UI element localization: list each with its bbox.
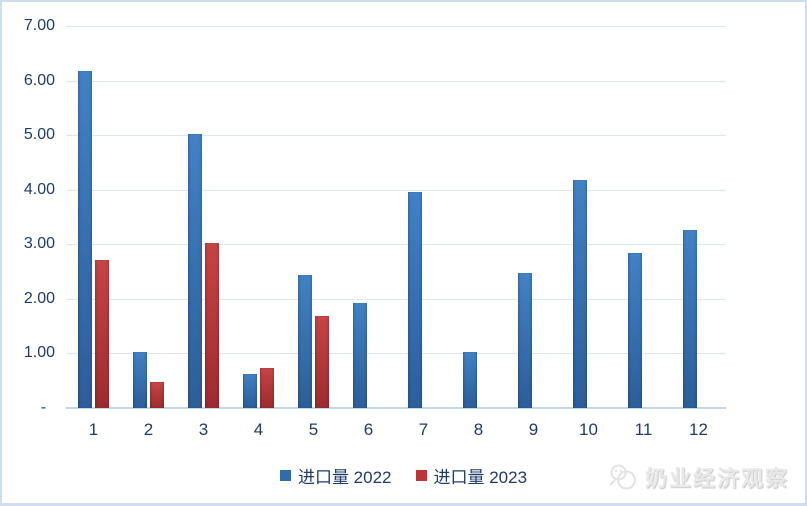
category-month-2 [121, 26, 176, 408]
bar-2022-month-6 [353, 303, 367, 408]
y-axis-tick-label: 3.00 [23, 235, 55, 253]
x-axis-label-7: 7 [418, 420, 429, 439]
x-axis-label-3: 3 [198, 420, 209, 439]
bar-2023-month-4 [260, 367, 274, 408]
bar-2022-month-3 [188, 134, 202, 408]
y-axis-tick-label: 5.00 [23, 126, 55, 144]
bar-2023-month-5 [315, 316, 329, 408]
gridline [66, 244, 726, 246]
gridline [66, 26, 726, 27]
category-month-1 [66, 26, 121, 408]
plot-area [66, 26, 726, 409]
x-axis-label-9: 9 [528, 420, 539, 439]
legend-item-2022: 进口量 2022 [279, 463, 392, 488]
bar-2022-month-1 [78, 70, 92, 408]
bar-2022-month-2 [133, 352, 147, 408]
y-axis-tick-label: 2.00 [23, 289, 55, 307]
bar-2022-month-5 [298, 275, 312, 408]
y-axis-tick-label: 4.00 [23, 180, 55, 198]
bars-row [66, 26, 726, 408]
x-axis-label-8: 8 [473, 420, 484, 439]
x-axis-label-1: 1 [88, 420, 99, 439]
legend-label-2022: 进口量 2022 [297, 468, 392, 487]
watermark: 奶业经济观察 [608, 461, 789, 493]
legend-label-2023: 进口量 2023 [433, 468, 528, 487]
category-month-11 [616, 26, 671, 408]
category-month-5 [286, 26, 341, 408]
x-axis-baseline [66, 407, 726, 409]
category-month-10 [561, 26, 616, 408]
category-month-12 [671, 26, 726, 408]
category-month-3 [176, 26, 231, 408]
bar-2022-month-12 [683, 229, 697, 408]
category-month-7 [396, 26, 451, 408]
x-axis-label-5: 5 [308, 420, 319, 439]
category-month-8 [451, 26, 506, 408]
y-axis-tick-label: 1.00 [23, 344, 55, 362]
x-axis: 1 2 3 4 5 6 7 8 9 10 11 12 [66, 420, 726, 440]
legend: 进口量 2022 进口量 2023 [2, 463, 805, 488]
bar-2023-month-3 [205, 242, 219, 408]
x-axis-label-6: 6 [363, 420, 374, 439]
wechat-logo-icon [609, 464, 636, 490]
x-axis-label-12: 12 [689, 420, 708, 439]
bar-2022-month-9 [518, 272, 532, 408]
x-axis-label-2: 2 [143, 420, 154, 439]
bar-2022-month-11 [628, 253, 642, 408]
category-month-6 [341, 26, 396, 408]
y-axis-tick-label: - [40, 399, 55, 416]
bar-2022-month-10 [573, 179, 587, 408]
gridline [66, 189, 726, 191]
x-axis-label-10: 10 [579, 420, 598, 439]
bar-2022-month-7 [408, 192, 422, 408]
watermark-text: 奶业经济观察 [644, 466, 789, 491]
x-axis-label-11: 11 [634, 420, 653, 439]
gridline [66, 135, 726, 137]
category-month-9 [506, 26, 561, 408]
x-axis-label-4: 4 [253, 420, 264, 439]
category-month-4 [231, 26, 286, 408]
y-axis-tick-label: 6.00 [23, 71, 55, 89]
bar-2023-month-2 [150, 382, 164, 408]
gridline [66, 353, 726, 355]
bar-2022-month-4 [243, 374, 257, 408]
gridline [66, 80, 726, 82]
legend-swatch-2022-icon [279, 470, 291, 481]
bar-2023-month-1 [95, 259, 109, 408]
gridline [66, 298, 726, 300]
y-axis-tick-label: 7.00 [23, 17, 55, 34]
legend-item-2023: 进口量 2023 [415, 463, 528, 488]
legend-swatch-2023-icon [415, 470, 427, 481]
bar-2022-month-8 [463, 351, 477, 408]
